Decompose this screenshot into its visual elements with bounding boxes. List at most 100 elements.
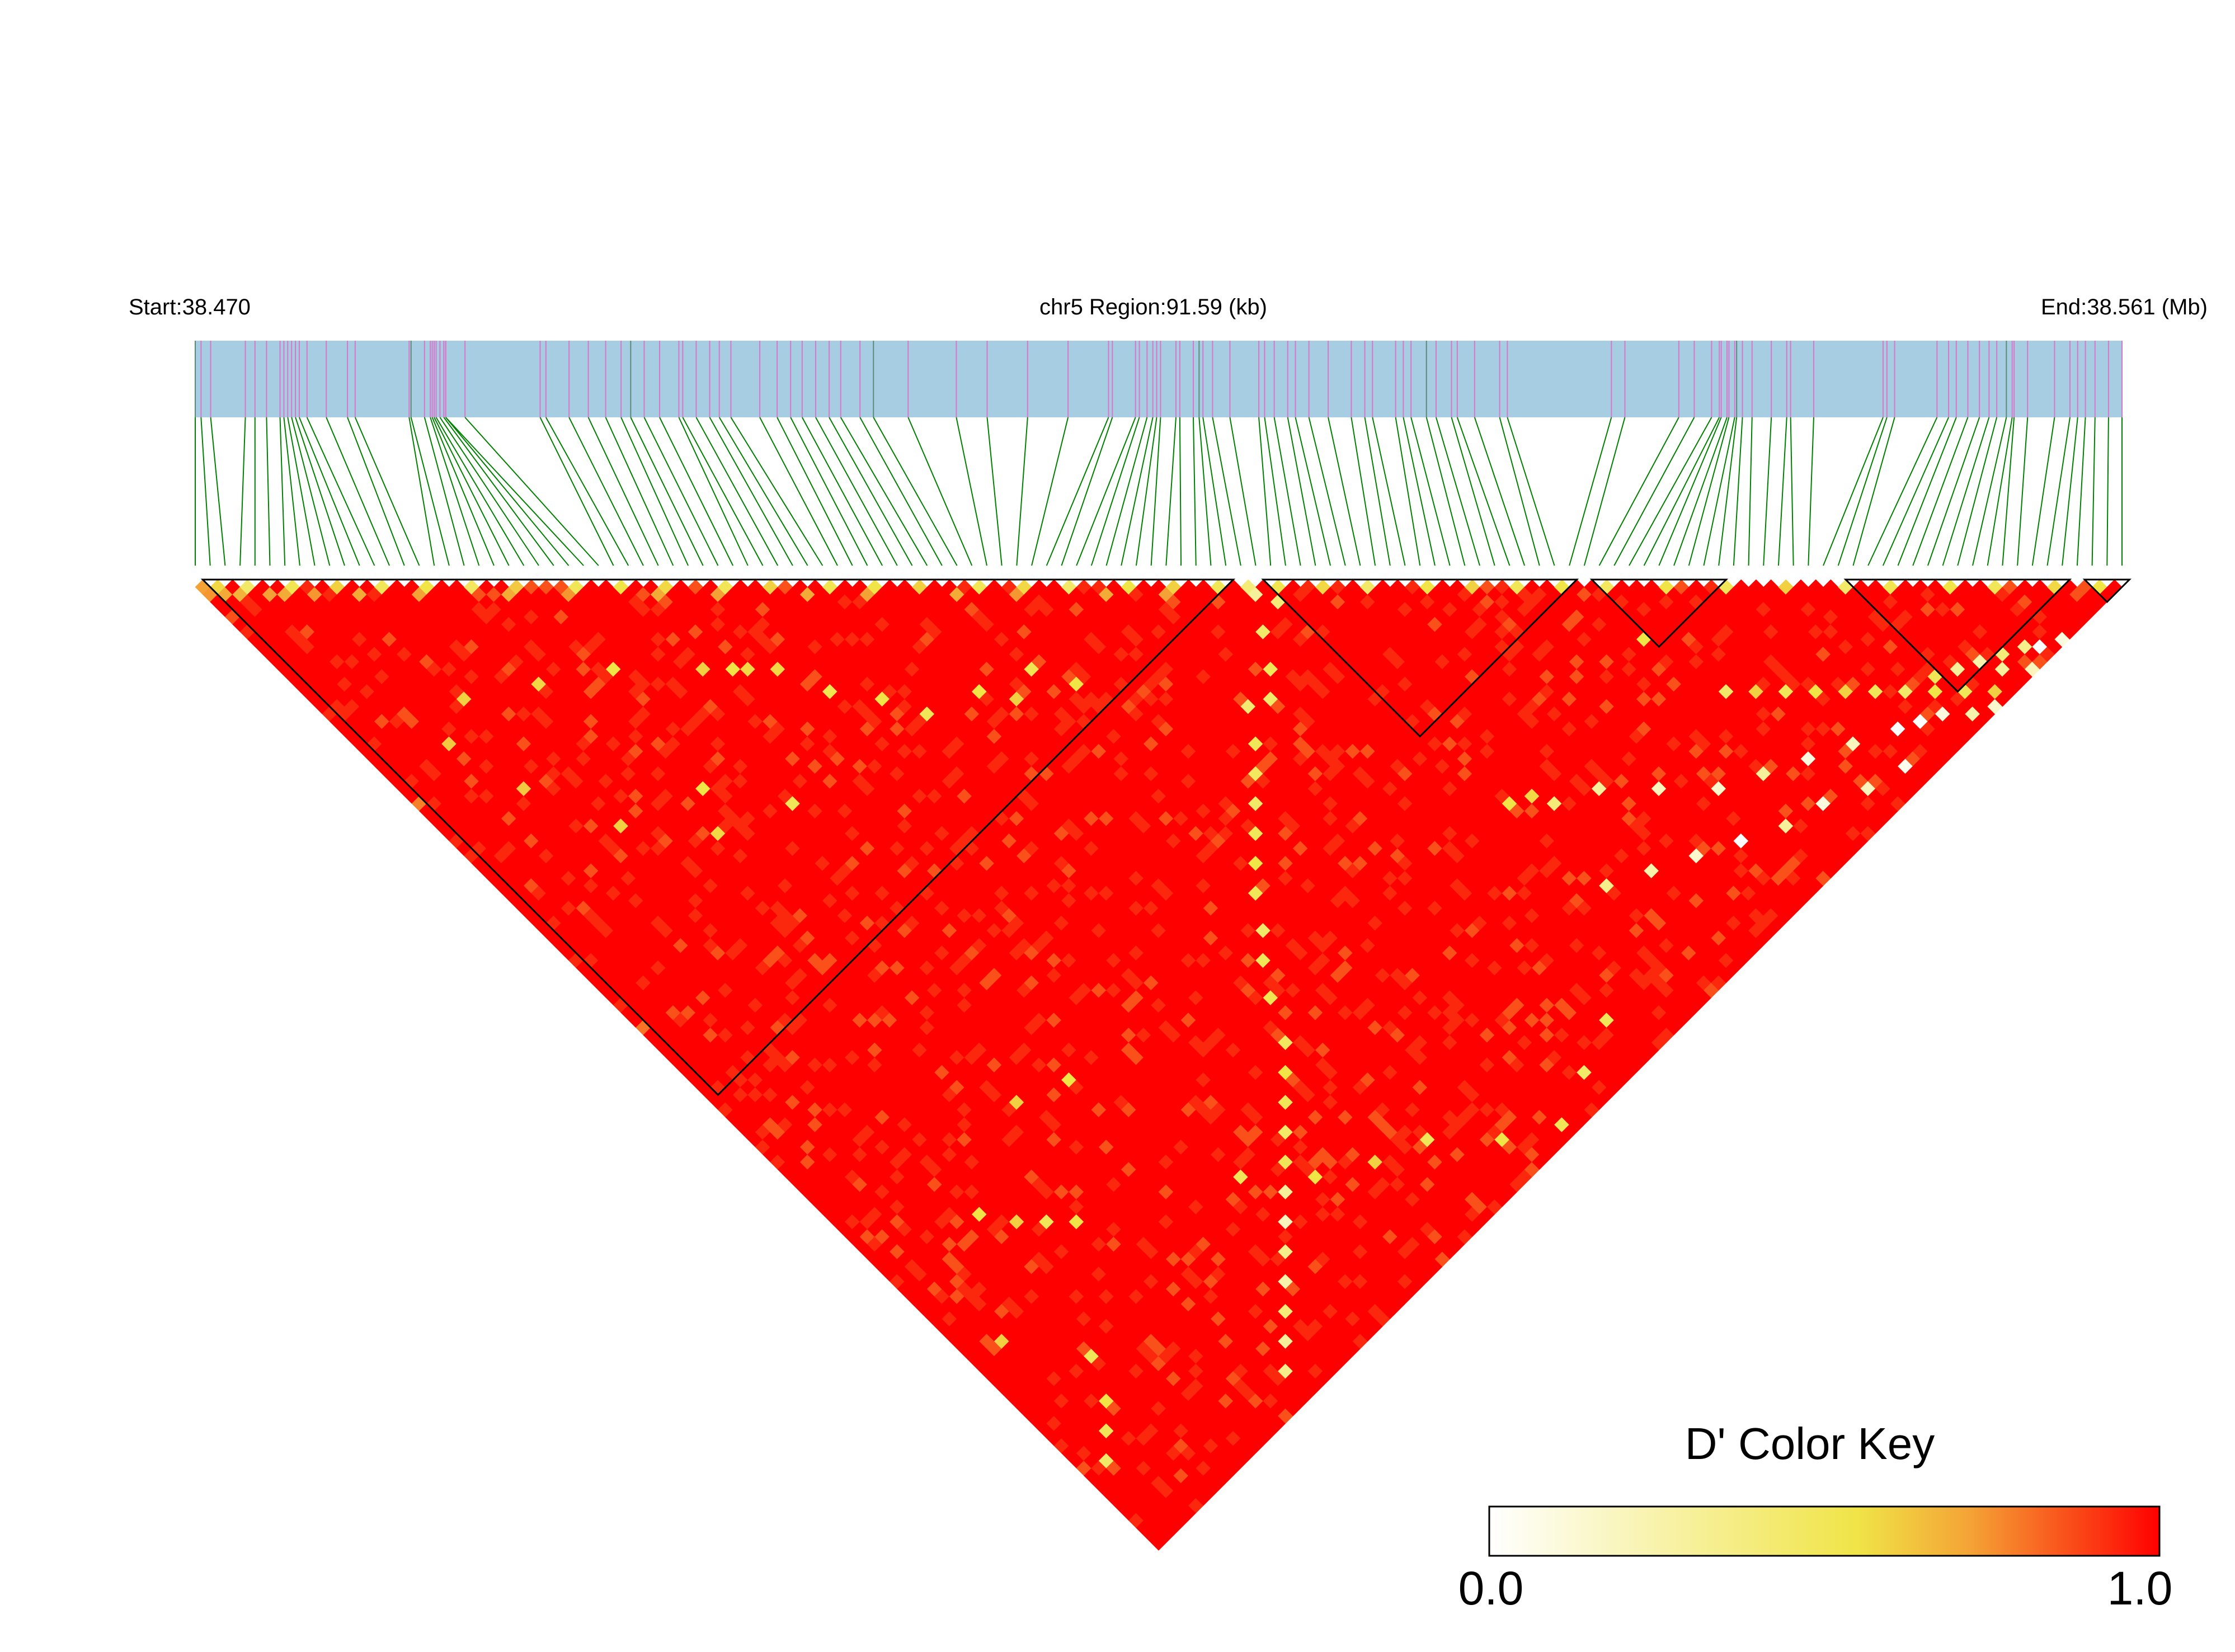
snp-connector-line — [443, 417, 554, 566]
snp-connector-line — [1882, 417, 1949, 566]
snp-connector-group — [195, 417, 2123, 566]
snp-connector-line — [1295, 417, 1331, 566]
snp-connector-line — [1198, 417, 1212, 566]
snp-connector-line — [430, 417, 480, 566]
snp-connector-line — [1703, 417, 1735, 566]
snp-connector-line — [2091, 417, 2096, 566]
start-position-label: Start:38.470 — [129, 295, 251, 319]
snp-connector-line — [1777, 417, 1787, 566]
snp-connector-line — [1456, 417, 1511, 566]
snp-connector-line — [1912, 417, 1969, 566]
snp-connector-line — [1192, 417, 1197, 566]
snp-connector-line — [1748, 417, 1753, 566]
snp-connector-line — [1046, 417, 1109, 566]
snp-connector-line — [1150, 417, 1161, 566]
snp-connector-line — [1364, 417, 1391, 566]
snp-connector-line — [1351, 417, 1376, 566]
snp-connector-line — [287, 417, 316, 566]
snp-connector-line — [777, 417, 853, 566]
snp-connector-line — [1942, 417, 1990, 566]
snp-connector-line — [266, 417, 271, 566]
snp-connector-line — [1264, 417, 1286, 566]
snp-connector-line — [630, 417, 704, 566]
snp-connector-line — [1499, 417, 1540, 566]
end-position-label: End:38.561 (Mb) — [2041, 295, 2208, 319]
snp-connector-line — [643, 417, 719, 566]
snp-connector-line — [682, 417, 764, 566]
snp-connector-line — [1090, 417, 1140, 566]
snp-connector-line — [695, 417, 779, 566]
snp-connector-line — [434, 417, 510, 566]
snp-connector-line — [539, 417, 614, 566]
snp-connector-line — [1598, 417, 1679, 566]
snp-connector-line — [439, 417, 539, 566]
snp-connector-line — [1867, 417, 1938, 566]
snp-connector-line — [200, 417, 211, 566]
snp-connector-line — [1569, 417, 1612, 566]
snp-connector-line — [1507, 417, 1555, 566]
snp-connector-line — [1852, 417, 1895, 566]
snp-connector-line — [1121, 417, 1154, 566]
snp-connector-line — [568, 417, 644, 566]
snp-connector-line — [279, 417, 286, 566]
snp-connector-line — [1790, 417, 1794, 566]
snp-connector-line — [1179, 417, 1182, 566]
snp-connector-line — [445, 417, 570, 566]
snp-connector-line — [815, 417, 898, 566]
snp-connector-line — [2062, 417, 2078, 566]
snp-connector-line — [2106, 417, 2109, 566]
snp-connector-line — [1688, 417, 1730, 566]
snp-connector-line — [1643, 417, 1720, 566]
snp-connector-line — [1273, 417, 1301, 566]
snp-connector-line — [718, 417, 808, 566]
snp-connector-line — [2031, 417, 2055, 566]
snp-connector-line — [859, 417, 943, 566]
ld-heatmap-cells — [195, 579, 2123, 1551]
snp-connector-line — [605, 417, 674, 566]
snp-connector-line — [545, 417, 629, 566]
snp-connector-line — [464, 417, 599, 566]
snp-connector-line — [1135, 417, 1158, 566]
snp-connector-line — [2046, 417, 2071, 566]
gene-track — [195, 341, 2122, 417]
snp-connector-line — [1733, 417, 1743, 566]
snp-connector-line — [956, 417, 987, 566]
snp-connector-line — [283, 417, 300, 566]
snp-connector-line — [1673, 417, 1728, 566]
snp-connector-line — [1061, 417, 1113, 566]
snp-connector-line — [1763, 417, 1772, 566]
snp-connector-line — [239, 417, 246, 566]
snp-connector-line — [1583, 417, 1626, 566]
snp-connector-line — [1395, 417, 1421, 566]
snp-connector-line — [1031, 417, 1069, 566]
snp-connector-line — [1987, 417, 2013, 566]
snp-connector-line — [801, 417, 883, 566]
snp-connector-line — [1613, 417, 1695, 566]
region-label: chr5 Region:91.59 (kb) — [1039, 295, 1267, 319]
snp-connector-line — [1308, 417, 1346, 566]
snp-connector-line — [295, 417, 345, 566]
snp-connector-line — [709, 417, 793, 566]
snp-connector-line — [1076, 417, 1136, 566]
snp-connector-line — [620, 417, 689, 566]
snp-connector-line — [1435, 417, 1480, 566]
snp-connector-line — [659, 417, 734, 566]
snp-connector-line — [790, 417, 868, 566]
snp-connector-line — [1229, 417, 1257, 566]
snp-connector-line — [291, 417, 331, 566]
snp-connector-line — [1165, 417, 1177, 566]
snp-connector-line — [347, 417, 405, 566]
snp-connector-line — [326, 417, 390, 566]
snp-connector-line — [587, 417, 659, 566]
snp-connector-line — [1972, 417, 2007, 566]
snp-connector-line — [1328, 417, 1361, 566]
snp-connector-line — [2076, 417, 2086, 566]
snp-connector-line — [1837, 417, 1888, 566]
snp-connector-line — [1425, 417, 1466, 566]
snp-connector-line — [410, 417, 450, 566]
snp-connector-line — [2002, 417, 2015, 566]
snp-connector-line — [435, 417, 525, 566]
snp-connector-line — [2017, 417, 2029, 566]
snp-connector-line — [1410, 417, 1451, 566]
snp-connector-line — [873, 417, 958, 566]
